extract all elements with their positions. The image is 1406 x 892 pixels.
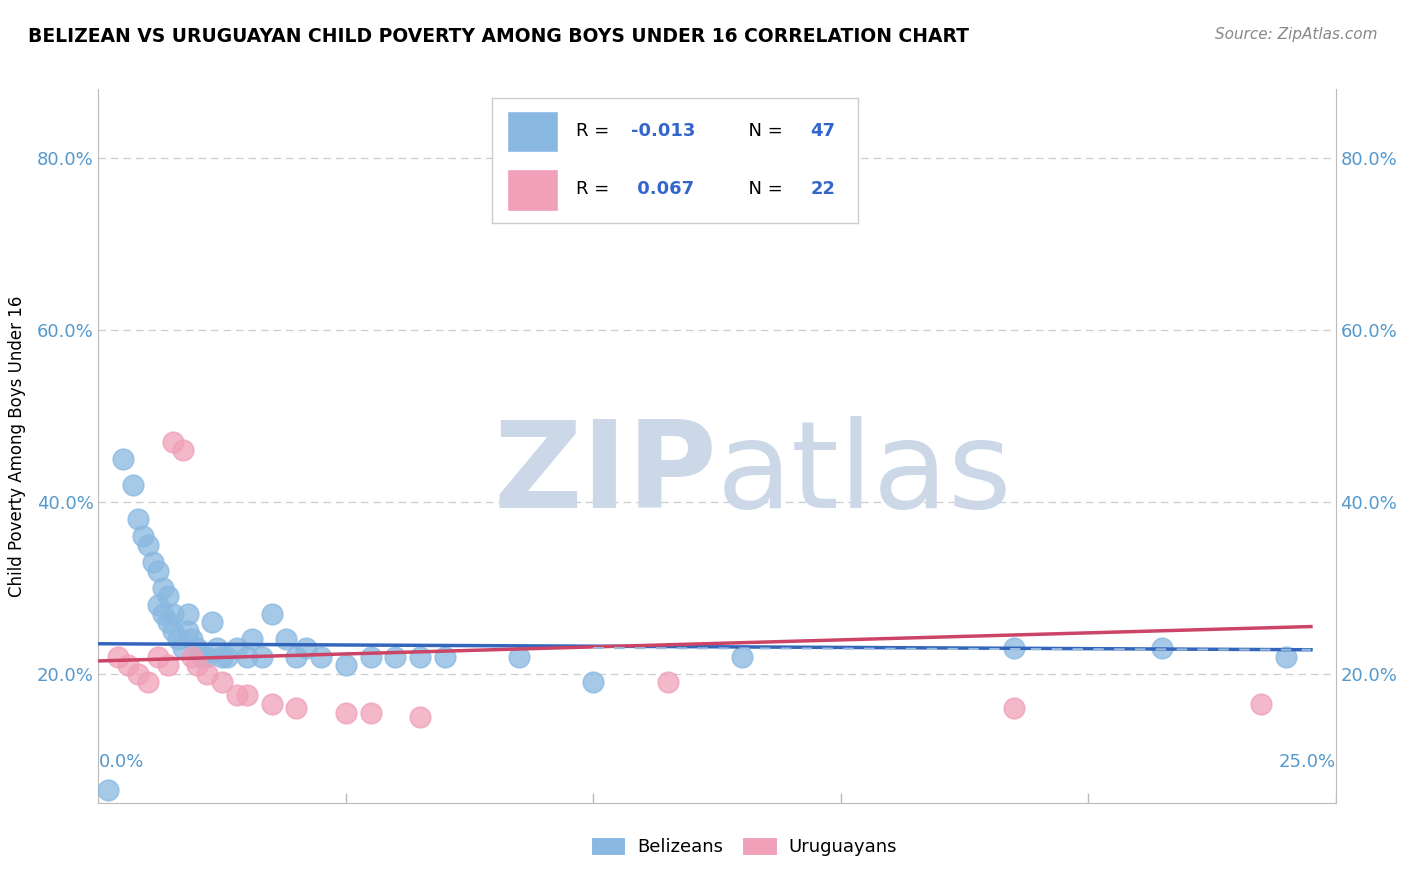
Point [226, 641, 249, 656]
Point [1275, 649, 1298, 664]
Text: 25.0%: 25.0% [1278, 753, 1336, 771]
Point [176, 624, 198, 638]
Point [657, 675, 679, 690]
Point [217, 649, 239, 664]
Point [1250, 697, 1272, 711]
Text: -0.013: -0.013 [631, 121, 696, 139]
Point [136, 675, 159, 690]
Point [195, 666, 218, 681]
Point [1152, 641, 1174, 656]
Point [186, 641, 208, 656]
Point [285, 701, 308, 715]
Text: Belizeans: Belizeans [637, 838, 723, 855]
Point [295, 641, 318, 656]
Text: atlas: atlas [717, 416, 1012, 533]
Point [162, 607, 184, 621]
Point [582, 675, 605, 690]
Text: N =: N = [737, 180, 789, 198]
Point [136, 538, 159, 552]
Point [191, 649, 214, 664]
Point [260, 607, 283, 621]
Point [172, 443, 194, 458]
Bar [506, 111, 558, 152]
Point [181, 649, 204, 664]
Point [132, 529, 155, 543]
Point [127, 512, 149, 526]
Point [172, 641, 194, 656]
Point [146, 564, 169, 578]
Point [250, 649, 273, 664]
Point [152, 581, 174, 595]
Point [360, 706, 382, 720]
Text: R =: R = [576, 180, 616, 198]
Point [146, 598, 169, 612]
Text: Uruguayans: Uruguayans [789, 838, 897, 855]
Point [236, 649, 259, 664]
Text: BELIZEAN VS URUGUAYAN CHILD POVERTY AMONG BOYS UNDER 16 CORRELATION CHART: BELIZEAN VS URUGUAYAN CHILD POVERTY AMON… [28, 27, 969, 45]
Point [731, 649, 754, 664]
Point [309, 649, 332, 664]
Point [384, 649, 406, 664]
Text: 0.067: 0.067 [631, 180, 695, 198]
Point [156, 590, 179, 604]
Text: Source: ZipAtlas.com: Source: ZipAtlas.com [1215, 27, 1378, 42]
Point [211, 675, 233, 690]
Point [195, 649, 218, 664]
Point [162, 434, 184, 449]
Point [260, 697, 283, 711]
Point [146, 649, 169, 664]
Point [240, 632, 263, 647]
Point [409, 649, 432, 664]
Text: ZIP: ZIP [494, 416, 717, 533]
Point [508, 649, 530, 664]
Point [97, 783, 120, 797]
Point [1002, 701, 1025, 715]
Text: 47: 47 [810, 121, 835, 139]
Point [236, 689, 259, 703]
Point [335, 658, 357, 673]
Point [142, 555, 165, 569]
Point [205, 641, 228, 656]
Point [162, 624, 184, 638]
Text: 22: 22 [810, 180, 835, 198]
Point [285, 649, 308, 664]
Bar [506, 169, 558, 211]
Point [433, 649, 456, 664]
Point [122, 477, 145, 491]
Point [201, 615, 224, 630]
Point [211, 649, 233, 664]
Text: N =: N = [737, 121, 789, 139]
Point [156, 615, 179, 630]
Point [127, 666, 149, 681]
Point [176, 607, 198, 621]
Point [1002, 641, 1025, 656]
Point [152, 607, 174, 621]
Point [181, 632, 204, 647]
Point [276, 632, 298, 647]
Point [409, 710, 432, 724]
Point [335, 706, 357, 720]
Point [360, 649, 382, 664]
Point [117, 658, 139, 673]
Point [156, 658, 179, 673]
Point [226, 689, 249, 703]
Point [186, 658, 208, 673]
Y-axis label: Child Poverty Among Boys Under 16: Child Poverty Among Boys Under 16 [7, 295, 25, 597]
Point [166, 632, 188, 647]
Text: 0.0%: 0.0% [98, 753, 143, 771]
Point [112, 451, 135, 466]
Text: R =: R = [576, 121, 616, 139]
Point [107, 649, 129, 664]
